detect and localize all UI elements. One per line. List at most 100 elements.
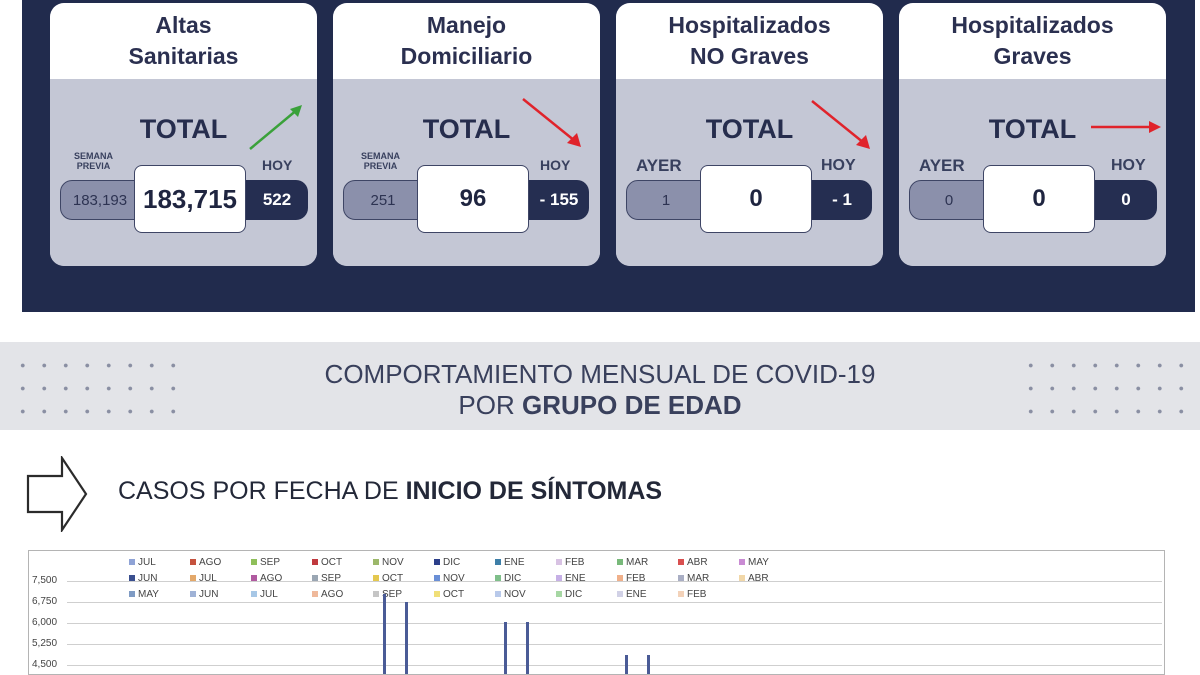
prev-value: 0 <box>909 180 989 220</box>
legend-swatch <box>373 575 379 581</box>
legend-label: MAR <box>626 556 649 568</box>
legend-swatch <box>739 559 745 565</box>
legend-item: AGO <box>251 571 312 585</box>
legend-row: MAY JUN JUL AGO SEP OCT NOV DIC ENE FEB <box>129 587 739 601</box>
legend-label: AGO <box>199 556 222 568</box>
prev-value: 251 <box>343 180 423 220</box>
gridline <box>67 623 1162 624</box>
card-altas-sanitarias: Altas Sanitarias TOTAL SEMANA PREVIA HOY 1… <box>50 3 317 266</box>
y-tick-label: 6,750 <box>32 596 58 607</box>
section-banner: COMPORTAMIENTO MENSUAL DE COVID-19 POR G… <box>0 342 1200 430</box>
hoy-label: HOY <box>262 157 293 173</box>
legend-item: NOV <box>495 587 556 601</box>
chart-bar <box>383 593 386 674</box>
legend-item: MAY <box>739 555 800 569</box>
legend-label: JUL <box>138 556 156 568</box>
legend-item: SEP <box>251 555 312 569</box>
card-title-line1: Hospitalizados <box>668 12 831 38</box>
legend-swatch <box>678 559 684 565</box>
legend-label: FEB <box>687 588 707 600</box>
legend-item: JUN <box>190 587 251 601</box>
cases-by-onset-chart: JUL AGO SEP OCT NOV DIC ENE FEB MAR ABR MAY JUN JUL A… <box>28 550 1165 675</box>
down-right-red-arrow-icon <box>811 100 870 149</box>
legend-swatch <box>434 559 440 565</box>
legend-swatch <box>617 591 623 597</box>
legend-label: OCT <box>321 556 343 568</box>
legend-label: NOV <box>443 572 465 584</box>
hoy-label: HOY <box>540 157 571 173</box>
card-hospitalizados-graves: Hospitalizados Graves TOTAL AYER HOY 0 0 … <box>899 3 1166 266</box>
banner-title: COMPORTAMIENTO MENSUAL DE COVID-19 POR G… <box>0 359 1200 421</box>
legend-swatch <box>373 591 379 597</box>
legend-swatch <box>312 591 318 597</box>
legend-swatch <box>129 591 135 597</box>
card-title-line1: Manejo <box>426 12 507 38</box>
banner-title-bold: GRUPO DE EDAD <box>522 390 742 420</box>
y-tick-label: 5,250 <box>32 638 58 649</box>
legend-label: OCT <box>382 572 404 584</box>
legend-swatch <box>190 591 196 597</box>
subtitle-bold: INICIO DE SÍNTOMAS <box>405 477 663 505</box>
card-body: TOTAL AYER HOY 1 0 - 1 <box>616 79 883 266</box>
legend-item: MAR <box>617 555 678 569</box>
prev-value: 1 <box>626 180 706 220</box>
card-hospitalizados-no-graves: Hospitalizados NO Graves TOTAL AYER HOY 1… <box>616 3 883 266</box>
card-body: TOTAL SEMANA PREVIA HOY 251 96 - 155 <box>333 79 600 266</box>
total-label: TOTAL <box>422 114 511 144</box>
legend-label: FEB <box>626 572 646 584</box>
legend-swatch <box>190 575 196 581</box>
legend-swatch <box>617 575 623 581</box>
legend-item: JUL <box>251 587 312 601</box>
legend-item: NOV <box>373 555 434 569</box>
hoy-value: 522 <box>246 180 308 220</box>
card-title-line2: Graves <box>993 43 1072 69</box>
section-subtitle: CASOS POR FECHA DE INICIO DE SÍNTOMAS <box>118 477 662 506</box>
legend-swatch <box>190 559 196 565</box>
total-value: 0 <box>983 165 1095 233</box>
legend-label: DIC <box>504 572 522 584</box>
legend-label: AGO <box>321 588 344 600</box>
chart-bar <box>526 621 529 674</box>
legend-label: SEP <box>260 556 281 568</box>
card-title-line2: Sanitarias <box>128 43 239 69</box>
total-label: TOTAL <box>988 114 1077 144</box>
legend-label: JUN <box>199 588 219 600</box>
legend-label: ENE <box>626 588 647 600</box>
legend-item: DIC <box>434 555 495 569</box>
legend-label: OCT <box>443 588 465 600</box>
legend-item: AGO <box>190 555 251 569</box>
legend-label: SEP <box>321 572 342 584</box>
legend-swatch <box>495 575 501 581</box>
prev-label: AYER <box>636 156 682 175</box>
chart-bar <box>504 622 507 674</box>
legend-swatch <box>312 575 318 581</box>
legend-label: JUL <box>260 588 278 600</box>
down-right-red-arrow-icon <box>522 98 581 147</box>
prev-label: SEMANA PREVIA <box>74 151 114 171</box>
legend-item: OCT <box>312 555 373 569</box>
legend-item: JUN <box>129 571 190 585</box>
card-title: Altas Sanitarias <box>50 3 317 79</box>
legend-item: ENE <box>495 555 556 569</box>
y-tick-label: 4,500 <box>32 659 58 670</box>
legend-swatch <box>739 575 745 581</box>
legend-label: DIC <box>565 588 583 600</box>
legend-swatch <box>312 559 318 565</box>
legend-swatch <box>129 575 135 581</box>
legend-label: SEP <box>382 588 403 600</box>
legend-label: FEB <box>565 556 585 568</box>
legend-label: DIC <box>443 556 461 568</box>
total-value: 96 <box>417 165 529 233</box>
legend-swatch <box>556 591 562 597</box>
legend-item: SEP <box>373 587 434 601</box>
legend-swatch <box>251 575 257 581</box>
card-title-line1: Hospitalizados <box>951 12 1114 38</box>
legend-item: SEP <box>312 571 373 585</box>
up-right-green-arrow-icon <box>249 105 302 150</box>
legend-item: JUL <box>129 555 190 569</box>
legend-swatch <box>556 575 562 581</box>
y-tick-label: 6,000 <box>32 617 58 628</box>
y-tick-label: 7,500 <box>32 575 58 586</box>
prev-label: AYER <box>919 156 965 175</box>
chart-bar <box>625 655 628 674</box>
